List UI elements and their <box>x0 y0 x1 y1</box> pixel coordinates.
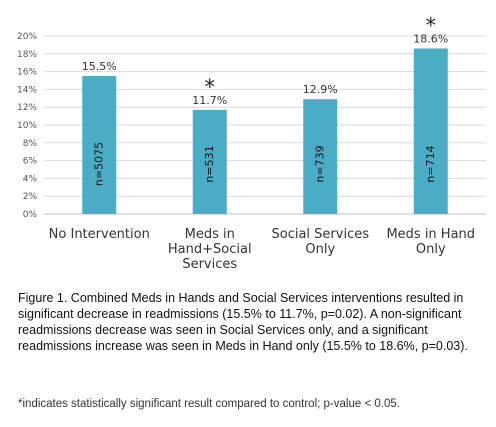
bar-sample-size-label: n=714 <box>424 145 437 182</box>
footnote: *indicates statistically significant res… <box>18 398 400 410</box>
bar-chart: 0% 2% 4% 6% 8% 10% 12% 14% 16% 18% 20% 15.5% n=5075 N… <box>17 13 486 272</box>
bar <box>413 48 448 215</box>
y-tick-label: 2% <box>23 192 38 202</box>
x-tick-label: Social Services <box>272 227 370 242</box>
x-tick-label: Services <box>182 257 237 272</box>
bar-sample-size-label: n=531 <box>203 145 216 182</box>
significance-marker: * <box>426 13 437 37</box>
x-tick-label: No Intervention <box>49 227 150 242</box>
bar <box>303 99 338 214</box>
x-tick-label: Only <box>305 242 335 257</box>
y-tick-label: 12% <box>17 103 37 113</box>
x-tick-label: Hand+Social <box>168 242 252 257</box>
y-tick-label: 18% <box>17 50 37 60</box>
data-label: 18.6% <box>413 32 448 45</box>
bar <box>192 109 227 214</box>
bar-sample-size-label: n=739 <box>313 145 326 182</box>
y-tick-label: 20% <box>17 32 37 42</box>
y-tick-label: 0% <box>23 210 38 220</box>
significance-marker: * <box>205 75 216 99</box>
figure-caption: Figure 1. Combined Meds in Hands and Soc… <box>18 291 468 353</box>
y-tick-label: 10% <box>17 121 37 131</box>
y-tick-label: 14% <box>17 85 37 95</box>
x-tick-label: Meds in Hand <box>386 227 475 242</box>
data-label: 15.5% <box>82 60 117 73</box>
x-tick-label: Only <box>416 242 446 257</box>
bar-sample-size-label: n=5075 <box>92 142 105 186</box>
y-tick-label: 4% <box>23 174 38 184</box>
y-tick-label: 8% <box>23 139 38 149</box>
x-tick-label: Meds in <box>185 227 235 242</box>
bar <box>82 76 117 214</box>
y-tick-label: 6% <box>23 157 38 167</box>
data-label: 11.7% <box>192 94 227 107</box>
data-label: 12.9% <box>303 83 338 96</box>
y-tick-label: 16% <box>17 68 37 78</box>
